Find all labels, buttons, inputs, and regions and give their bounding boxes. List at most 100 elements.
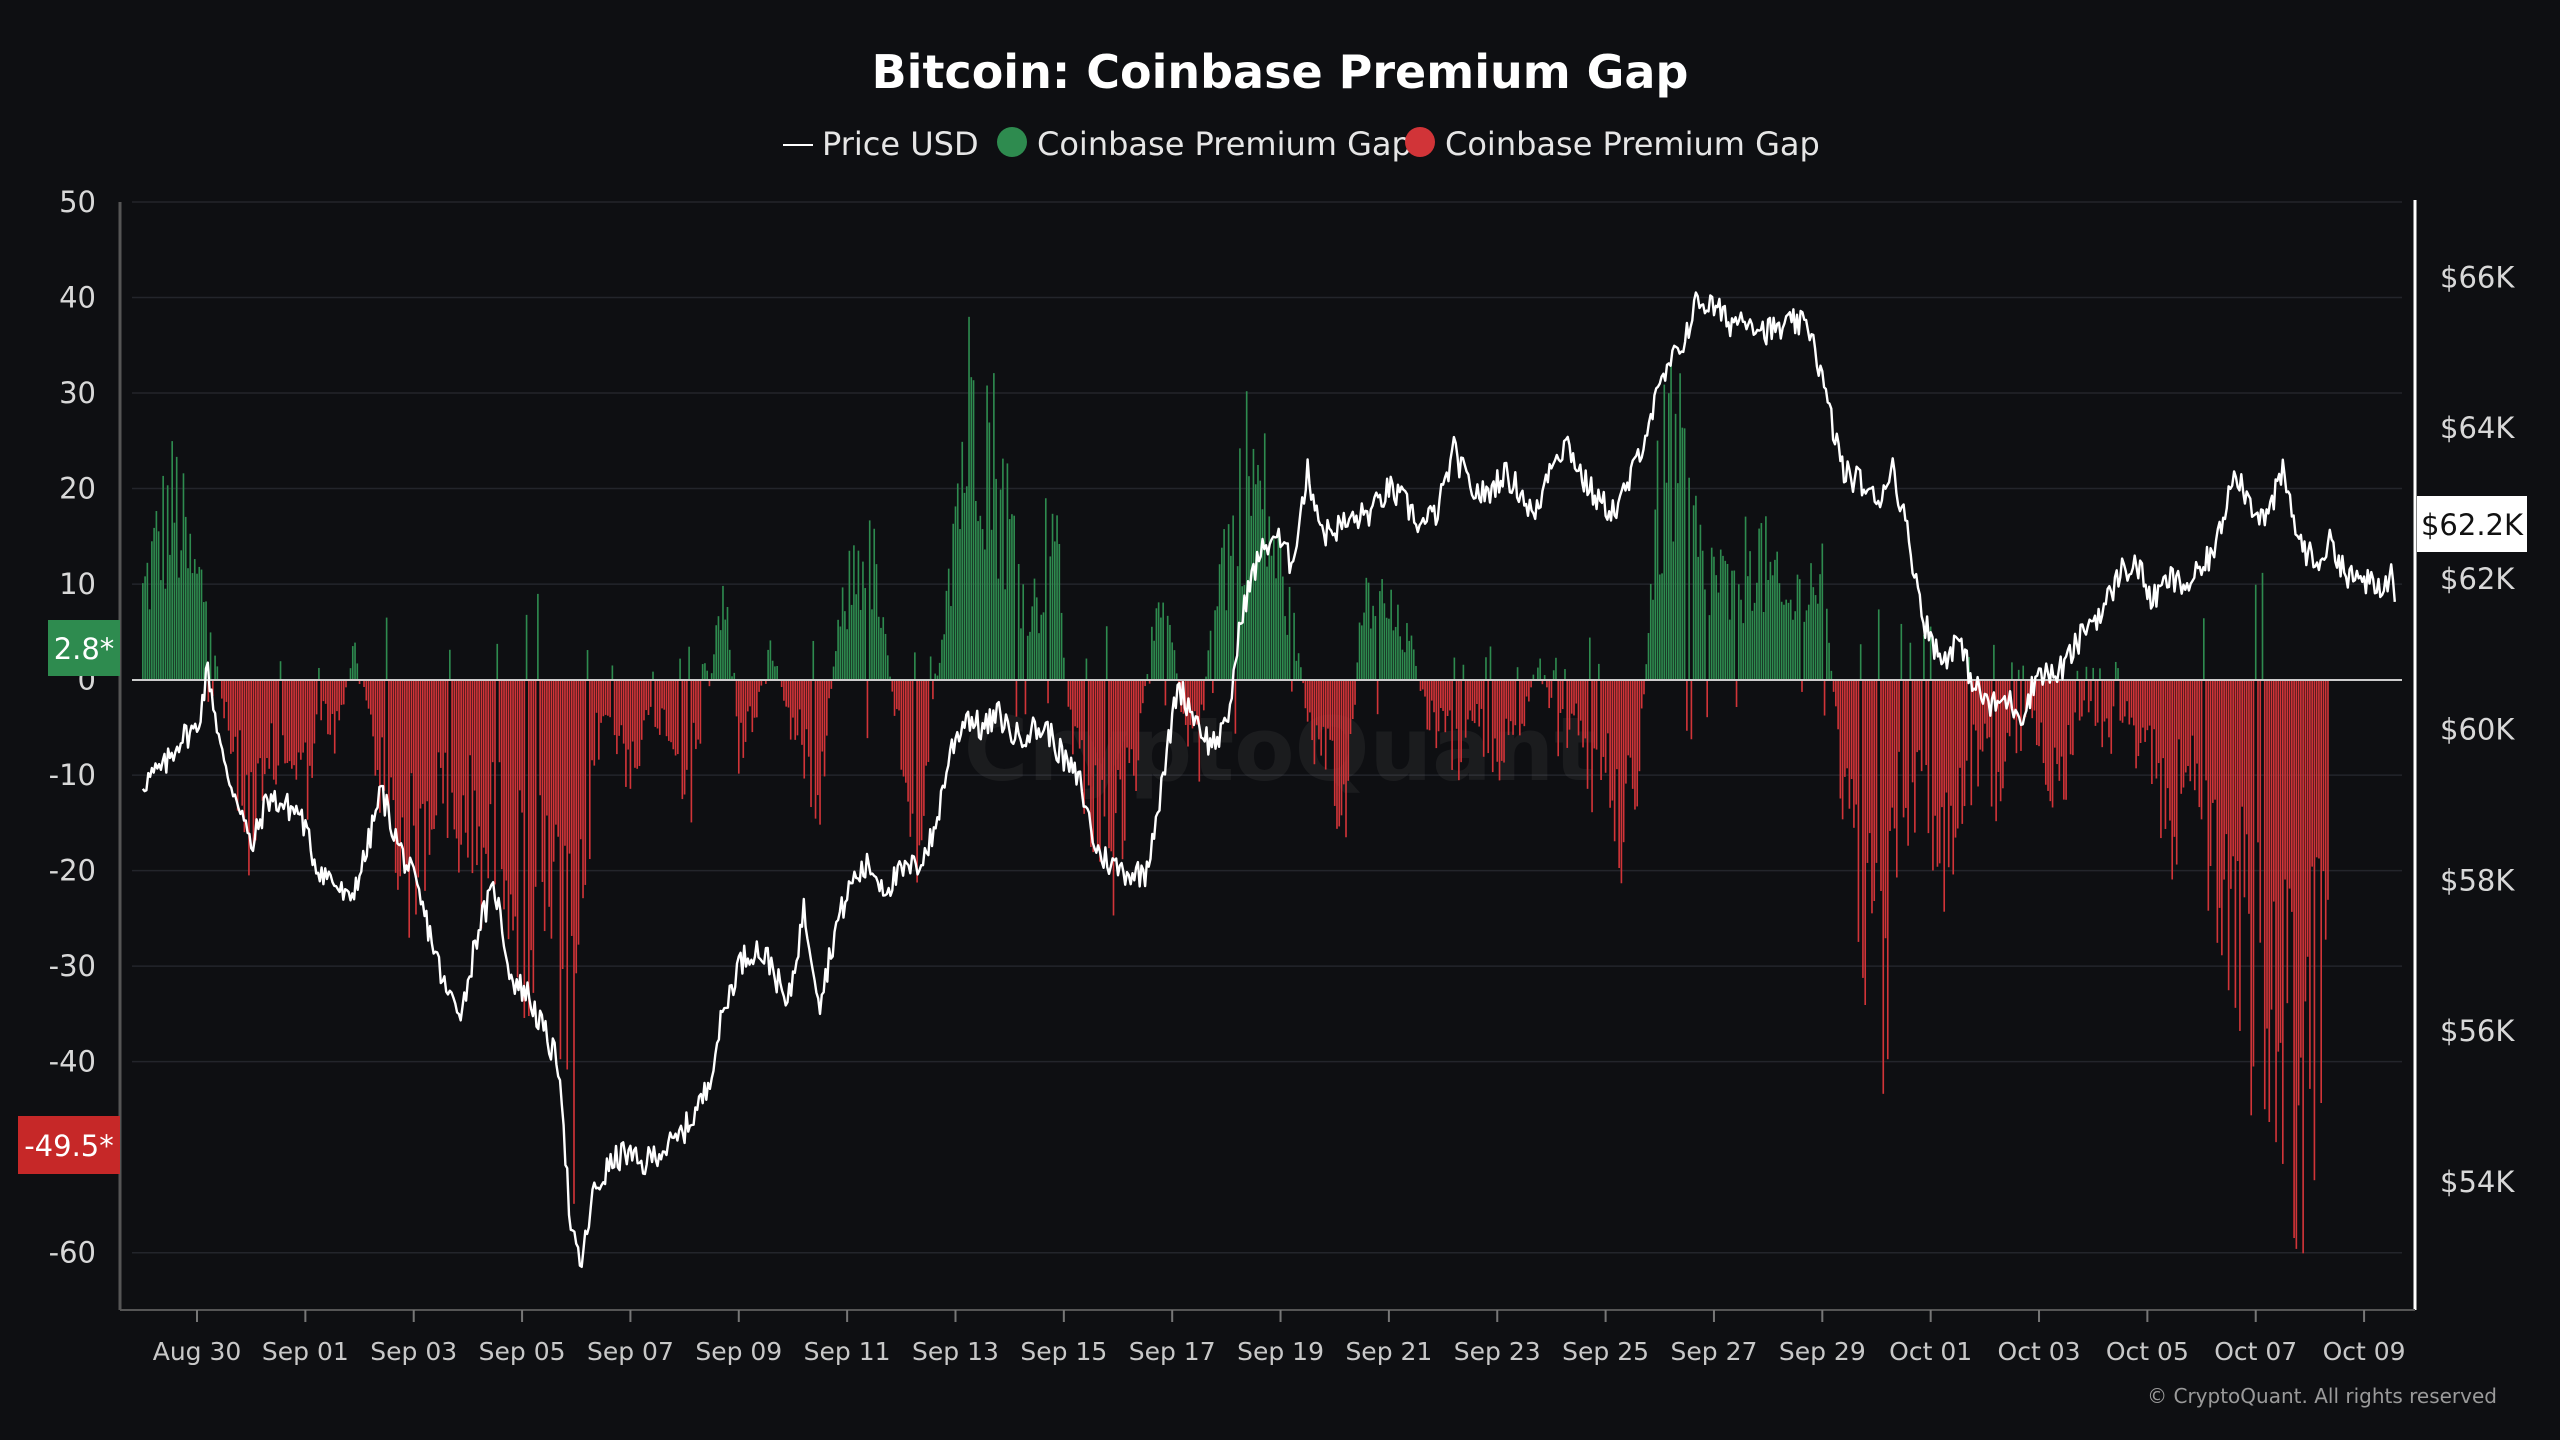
premium-bar (1311, 679, 1313, 741)
premium-bar (1304, 679, 1307, 709)
premium-bar (789, 679, 792, 740)
premium-bar (1430, 679, 1433, 701)
premium-bar (844, 611, 846, 680)
premium-bar (1837, 679, 1839, 730)
premium-bar (2288, 679, 2291, 889)
x-tick-label: Oct 09 (2323, 1337, 2406, 1366)
premium-bar (2103, 679, 2106, 722)
premium-bar (2130, 679, 2133, 718)
premium-bar (938, 662, 941, 680)
premium-bar (2090, 679, 2092, 702)
premium-bar (507, 679, 510, 940)
premium-bar (1557, 679, 1560, 757)
left-tick-label: -60 (49, 1236, 96, 1270)
premium-bar (514, 679, 517, 917)
premium-bar (1379, 591, 1381, 680)
premium-bar (584, 679, 587, 885)
premium-bar (241, 679, 243, 806)
premium-bar (1288, 586, 1291, 680)
premium-bar (715, 625, 718, 680)
premium-bar (433, 679, 435, 829)
premium-bar (383, 679, 386, 791)
premium-bar (2081, 679, 2083, 717)
premium-bar (1954, 679, 1957, 838)
premium-bar (1658, 574, 1661, 680)
premium-bar (439, 679, 442, 768)
premium-bar (234, 679, 237, 737)
premium-bar (1471, 679, 1474, 721)
premium-bar (2200, 679, 2203, 820)
premium-bar (855, 594, 857, 680)
premium-bar (1871, 679, 1873, 914)
premium-bar (489, 679, 492, 805)
premium-bar (1063, 657, 1065, 680)
premium-bar (385, 617, 388, 680)
chart-title: Bitcoin: Coinbase Premium Gap (872, 45, 1689, 99)
premium-bar (1376, 679, 1379, 715)
premium-bar (1214, 610, 1216, 680)
premium-bar (692, 679, 695, 723)
x-tick-label: Sep 09 (695, 1337, 782, 1366)
premium-bar (688, 646, 690, 680)
premium-bar (541, 679, 544, 882)
premium-bar (634, 679, 636, 768)
premium-bar (500, 679, 503, 870)
premium-bar (485, 679, 487, 854)
premium-bar (2263, 679, 2266, 1110)
premium-bar (1340, 679, 1343, 816)
premium-bar (381, 679, 383, 738)
premium-bar (184, 516, 187, 680)
premium-bar (306, 679, 309, 820)
premium-bar (1074, 679, 1076, 727)
premium-bar (1085, 658, 1088, 680)
premium-bar (2139, 679, 2142, 744)
legend-label-premium-positive: Coinbase Premium Gap (1037, 125, 1412, 163)
premium-bar (1756, 582, 1758, 680)
premium-bar (2214, 679, 2216, 800)
premium-bar (873, 528, 876, 680)
premium-bar (1523, 679, 1526, 727)
premium-bar (1315, 679, 1318, 726)
premium-bar (144, 576, 146, 680)
premium-bar (1446, 679, 1449, 717)
premium-bar (2044, 679, 2047, 785)
premium-bar (1241, 586, 1243, 680)
premium-bar (1616, 679, 1618, 770)
premium-bar (200, 569, 203, 680)
premium-bar (1758, 528, 1760, 680)
premium-bar (225, 679, 228, 702)
premium-bar (749, 679, 751, 707)
premium-bar (2015, 679, 2018, 754)
premium-bar (491, 679, 494, 763)
premium-bar (1250, 515, 1253, 680)
premium-bar (679, 658, 681, 680)
premium-bar (1049, 556, 1052, 680)
premium-bar (862, 561, 864, 680)
premium-bar (293, 679, 295, 766)
premium-bar (191, 573, 194, 680)
premium-bar (537, 593, 539, 680)
premium-bar (2182, 679, 2185, 788)
premium-bar (1893, 679, 1896, 829)
premium-bar (1647, 633, 1650, 680)
premium-bar (1767, 579, 1769, 680)
premium-bar (1133, 679, 1135, 776)
premium-bar (2047, 679, 2049, 791)
premium-bar (1004, 589, 1006, 680)
premium-bar (837, 619, 839, 680)
premium-bar (2126, 679, 2128, 702)
premium-bar (1972, 679, 1975, 725)
premium-bar (670, 679, 672, 743)
premium-bar (2225, 679, 2228, 835)
premium-bar (821, 679, 824, 752)
premium-bar (2085, 666, 2088, 680)
premium-bar (2322, 679, 2325, 872)
premium-bar (550, 679, 553, 939)
x-tick-label: Sep 21 (1345, 1337, 1432, 1366)
premium-bar (1480, 679, 1483, 709)
premium-bar (1880, 679, 1882, 891)
premium-bar (1239, 448, 1241, 680)
premium-bar (1532, 674, 1535, 680)
premium-bar (638, 679, 641, 767)
premium-bar (1814, 595, 1817, 680)
